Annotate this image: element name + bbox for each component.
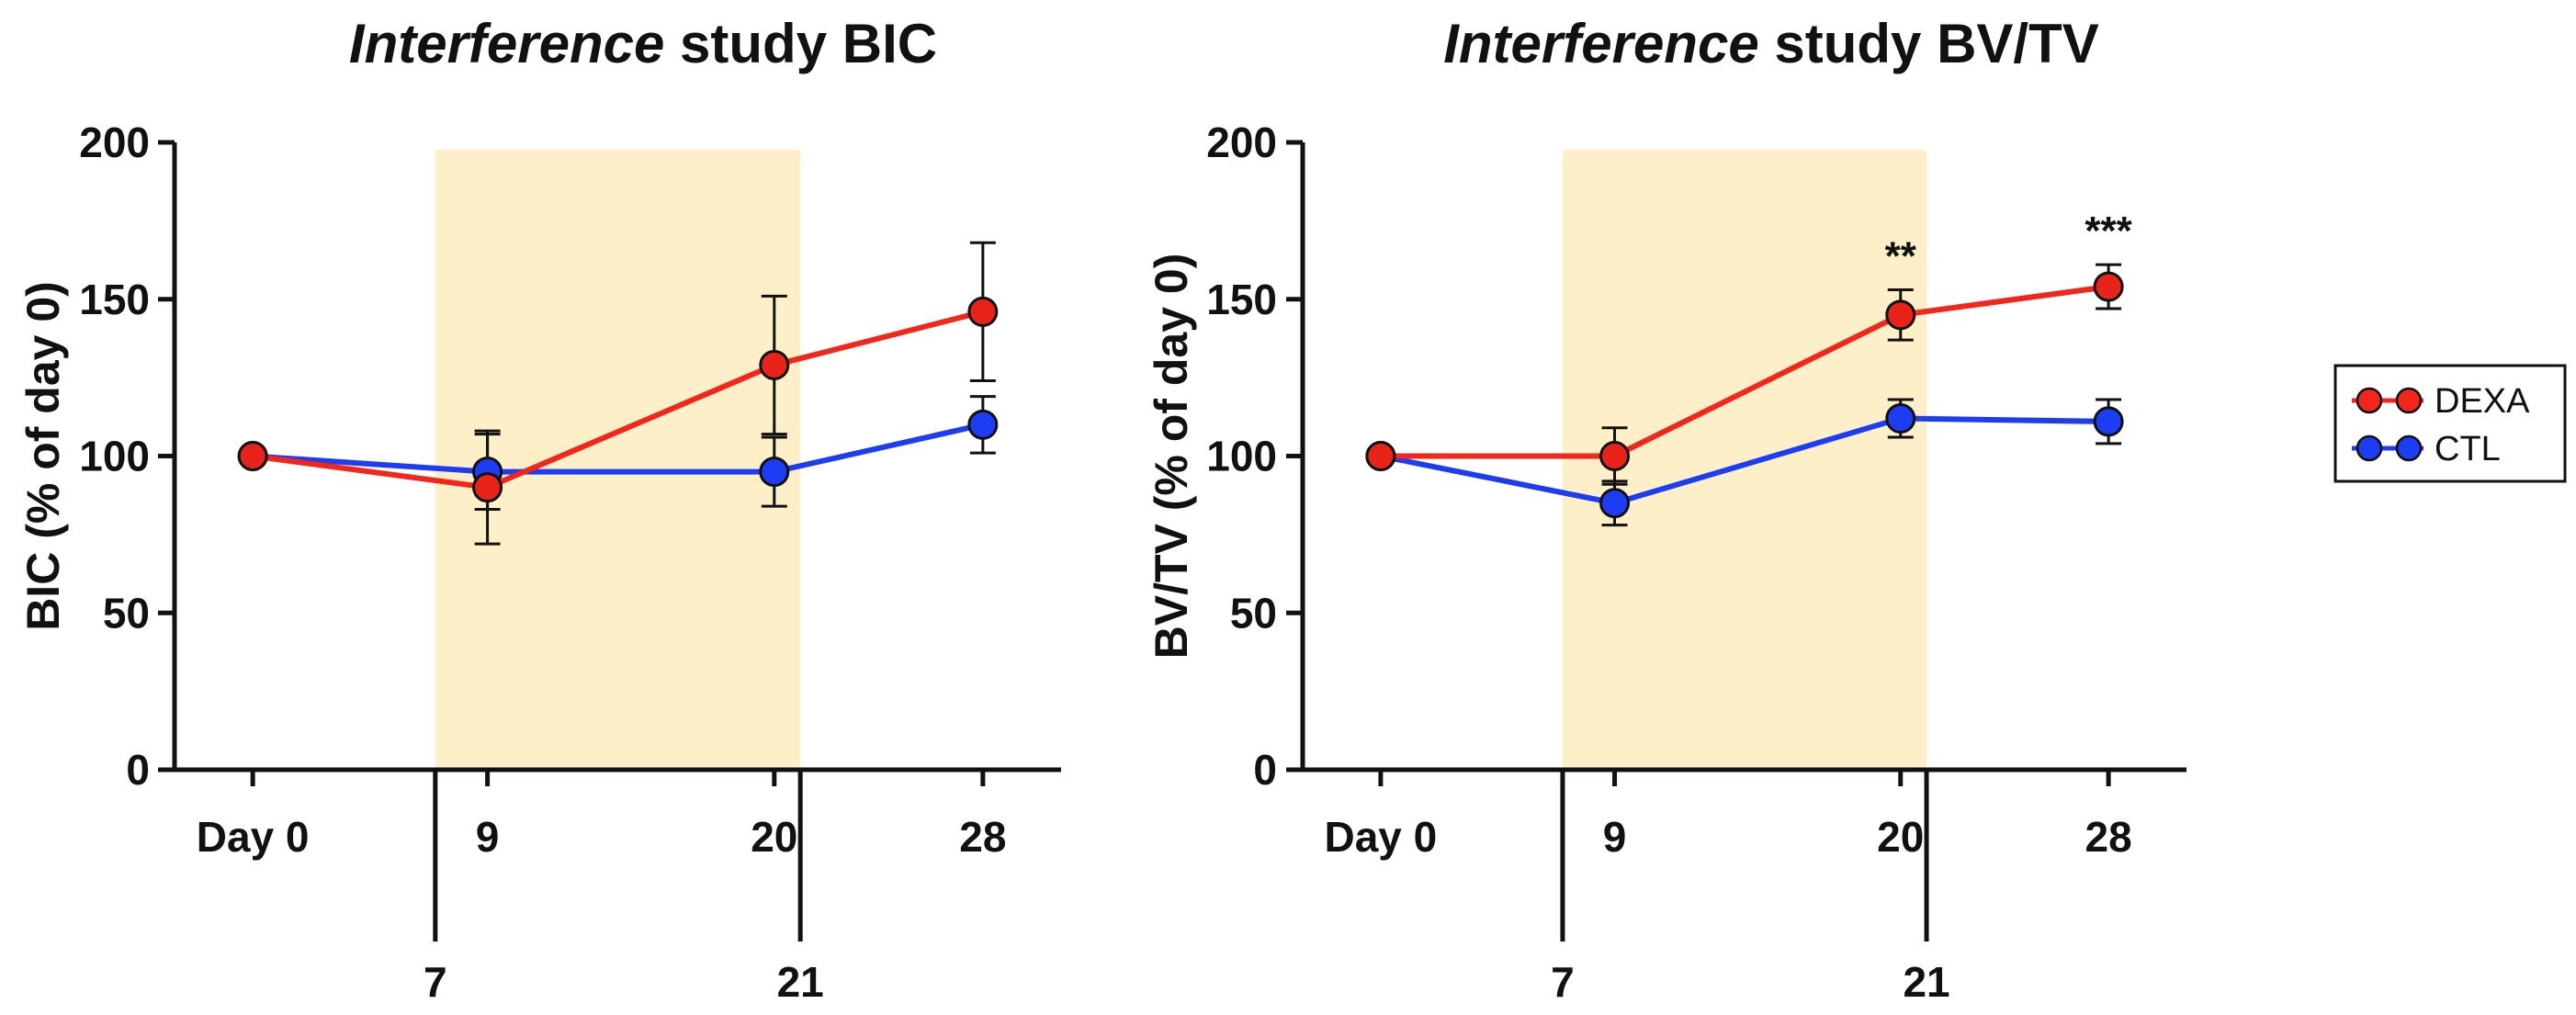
window-boundary-label: 7 bbox=[1551, 958, 1575, 1006]
dexa-data-point bbox=[759, 349, 790, 380]
y-tick-label: 0 bbox=[126, 746, 150, 794]
dexa-data-point bbox=[1365, 441, 1396, 471]
y-tick-label: 50 bbox=[1230, 589, 1277, 637]
x-tick-label: 9 bbox=[476, 813, 500, 861]
dexa-series-line bbox=[252, 309, 984, 491]
legend-ctl-label: CTL bbox=[2435, 430, 2501, 468]
dexa-data-point bbox=[1885, 299, 1916, 331]
legend-ctl-marker bbox=[2356, 434, 2383, 462]
legend-dexa-label: DEXA bbox=[2435, 382, 2530, 421]
x-tick-label: 28 bbox=[959, 813, 1006, 861]
y-tick-label: 0 bbox=[1253, 746, 1277, 794]
chart-title: Interference study BV/TV bbox=[1443, 13, 2099, 74]
chart-title: Interference study BIC bbox=[349, 13, 937, 74]
legend-ctl-marker bbox=[2395, 434, 2423, 462]
x-tick-label: Day 0 bbox=[197, 813, 310, 861]
ctl-series-line bbox=[1380, 415, 2109, 506]
x-tick-label: 20 bbox=[1877, 813, 1924, 861]
y-tick-label: 50 bbox=[103, 589, 150, 637]
legend-dexa-marker bbox=[2356, 387, 2383, 414]
y-tick-label: 200 bbox=[1206, 118, 1277, 166]
dexa-data-point bbox=[2093, 271, 2124, 302]
bvtv-chart-panel: 0 50 100 150 200 Day 0 9 20 28 7 21 Interference st… bbox=[1146, 13, 2186, 1006]
chart-title-rest: study BV/TV bbox=[1759, 13, 2099, 74]
dexa-data-point bbox=[472, 472, 503, 503]
chart-title-rest: study BIC bbox=[664, 13, 937, 74]
ctl-data-point bbox=[759, 457, 790, 488]
dexa-data-point bbox=[237, 441, 268, 471]
ctl-series-line bbox=[252, 422, 984, 475]
dexa-series-line bbox=[1380, 284, 2109, 459]
legend: DEXA CTL bbox=[2333, 364, 2567, 483]
dexa-data-point bbox=[1599, 441, 1631, 471]
y-tick-label: 150 bbox=[79, 276, 150, 323]
bic-chart-panel: 0 50 100 150 200 Day 0 9 20 28 7 21 Interference st… bbox=[17, 13, 1061, 1006]
y-tick-label: 200 bbox=[79, 118, 150, 166]
y-tick-label: 150 bbox=[1206, 276, 1277, 323]
window-boundary-label: 7 bbox=[424, 958, 447, 1006]
dexa-data-point bbox=[967, 296, 999, 327]
chart-title-italic: Interference bbox=[1443, 13, 1758, 74]
legend-box bbox=[2333, 364, 2567, 483]
significance-marker: *** bbox=[2085, 209, 2132, 254]
x-tick-label: 9 bbox=[1603, 813, 1627, 861]
x-tick-label: 28 bbox=[2085, 813, 2132, 861]
legend-dexa-marker bbox=[2395, 387, 2423, 414]
chart-title-italic: Interference bbox=[349, 13, 664, 74]
x-tick-label: Day 0 bbox=[1325, 813, 1438, 861]
significance-marker: ** bbox=[1885, 234, 1917, 279]
ctl-data-point bbox=[1599, 488, 1631, 519]
x-tick-label: 20 bbox=[751, 813, 797, 861]
ctl-data-point bbox=[1885, 403, 1916, 434]
ctl-data-point bbox=[2093, 406, 2124, 437]
y-axis-label: BIC (% of day 0) bbox=[17, 281, 69, 631]
window-boundary-label: 21 bbox=[1903, 958, 1949, 1006]
ctl-data-point bbox=[967, 409, 999, 440]
y-axis-label: BV/TV (% of day 0) bbox=[1146, 254, 1197, 660]
y-tick-label: 100 bbox=[1206, 433, 1277, 480]
window-boundary-label: 21 bbox=[777, 958, 824, 1006]
y-tick-label: 100 bbox=[79, 433, 150, 480]
